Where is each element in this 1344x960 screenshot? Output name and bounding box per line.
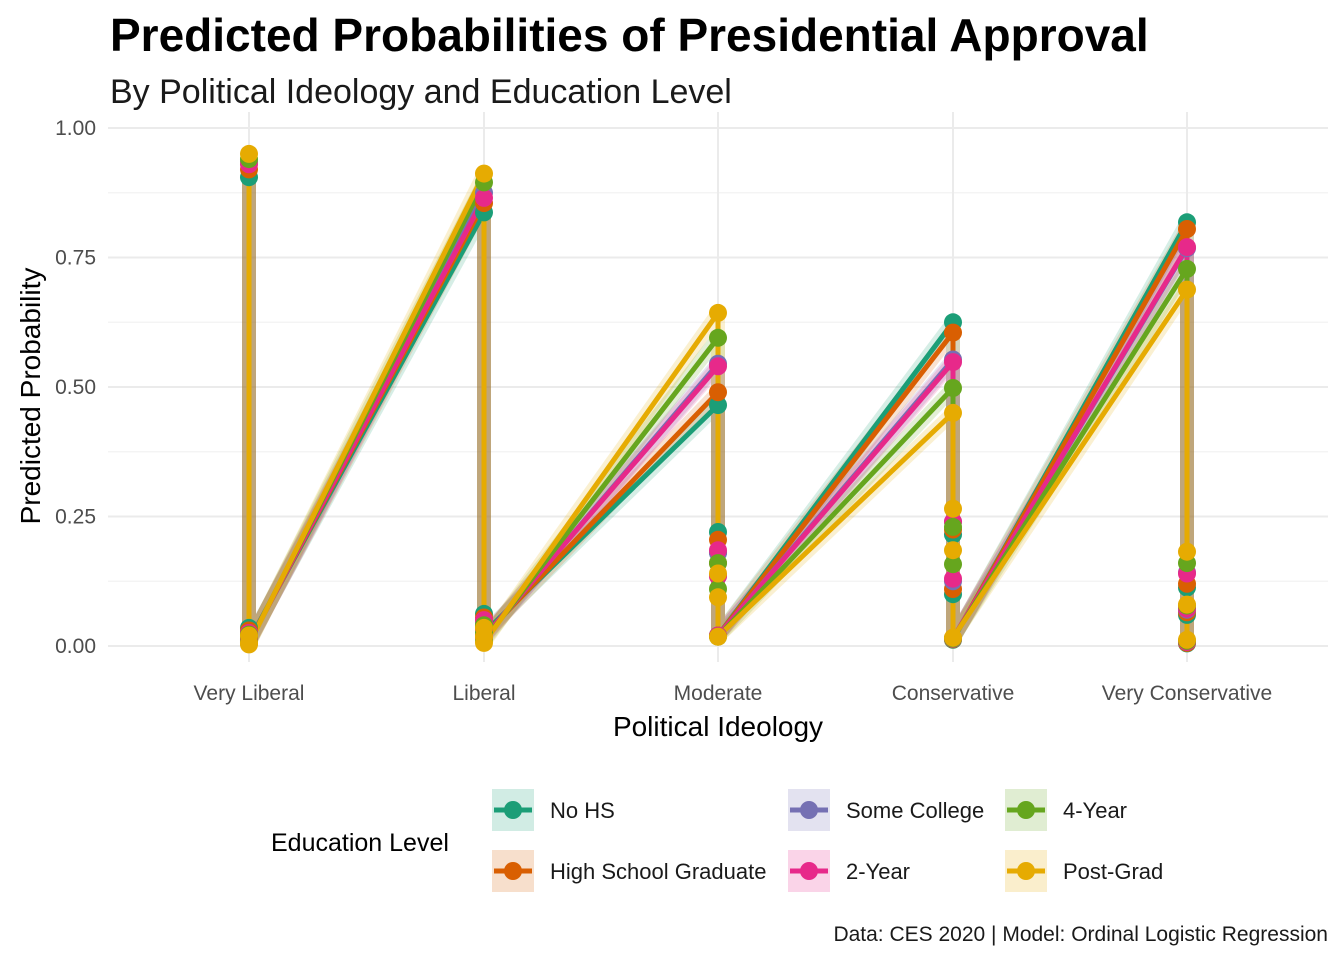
data-point: [944, 555, 962, 574]
data-point: [709, 383, 727, 402]
legend-key-point: [1017, 862, 1035, 880]
legend-key-point: [800, 801, 818, 819]
x-tick-label: Very Liberal: [194, 682, 305, 705]
data-point: [709, 328, 727, 347]
data-point: [709, 627, 727, 646]
y-tick-label: 0.50: [55, 376, 96, 399]
data-point: [1178, 220, 1196, 238]
legend-item: 4-Year: [1005, 789, 1127, 831]
data-point: [240, 144, 258, 163]
legend-label: No HS: [550, 798, 615, 823]
data-point: [944, 628, 962, 647]
data-point: [944, 499, 962, 518]
data-point: [1178, 595, 1196, 614]
series-points: [240, 144, 1196, 654]
data-point: [944, 323, 962, 342]
chart-caption: Data: CES 2020 | Model: Ordinal Logistic…: [833, 923, 1328, 946]
legend: Education Level No HS High School Graduat…: [271, 789, 1163, 892]
data-point: [709, 564, 727, 583]
y-axis-title: Predicted Probability: [15, 268, 46, 525]
legend-item: Some College: [788, 789, 984, 831]
data-point: [475, 164, 493, 183]
data-point: [944, 403, 962, 422]
data-point: [944, 541, 962, 560]
data-point: [944, 569, 962, 588]
x-axis-title: Political Ideology: [613, 711, 823, 742]
data-point: [709, 541, 727, 560]
y-tick-label: 0.75: [55, 247, 96, 270]
y-tick-label: 0.00: [55, 635, 96, 658]
data-point: [1178, 259, 1196, 278]
legend-label: Some College: [846, 798, 984, 823]
chart-subtitle: By Political Ideology and Education Leve…: [110, 73, 732, 111]
data-point: [709, 588, 727, 607]
legend-item: No HS: [492, 789, 615, 831]
data-point: [1178, 542, 1196, 561]
legend-key-point: [1017, 801, 1035, 819]
chart-title: Predicted Probabilities of Presidential …: [110, 9, 1149, 61]
x-tick-label: Moderate: [674, 682, 763, 705]
data-point: [709, 303, 727, 322]
data-point: [1178, 280, 1196, 299]
legend-item: 2-Year: [788, 850, 910, 892]
legend-item: Post-Grad: [1005, 850, 1163, 892]
y-axis-ticks: 0.00 0.25 0.50 0.75 1.00: [55, 117, 96, 658]
legend-item: High School Graduate: [492, 850, 766, 892]
data-point: [475, 188, 493, 207]
y-tick-label: 1.00: [55, 117, 96, 140]
data-point: [944, 517, 962, 536]
legend-key-point: [800, 862, 818, 880]
legend-label: High School Graduate: [550, 859, 766, 884]
data-point: [1178, 238, 1196, 257]
data-point: [475, 633, 493, 652]
legend-label: 2-Year: [846, 859, 910, 884]
data-point: [709, 396, 727, 415]
data-point: [944, 379, 962, 397]
data-point: [944, 353, 962, 372]
legend-title: Education Level: [271, 829, 449, 857]
data-point: [709, 357, 727, 376]
legend-label: Post-Grad: [1063, 859, 1163, 884]
x-tick-label: Liberal: [452, 682, 515, 705]
x-tick-label: Conservative: [892, 682, 1015, 705]
legend-label: 4-Year: [1063, 798, 1127, 823]
data-point: [240, 635, 258, 654]
legend-key-point: [504, 862, 522, 880]
x-tick-label: Very Conservative: [1102, 682, 1272, 705]
x-axis-ticks: Very Liberal Liberal Moderate Conservative V…: [194, 682, 1273, 705]
legend-key-point: [504, 801, 522, 819]
y-tick-label: 0.25: [55, 506, 96, 529]
data-point: [1178, 630, 1196, 649]
